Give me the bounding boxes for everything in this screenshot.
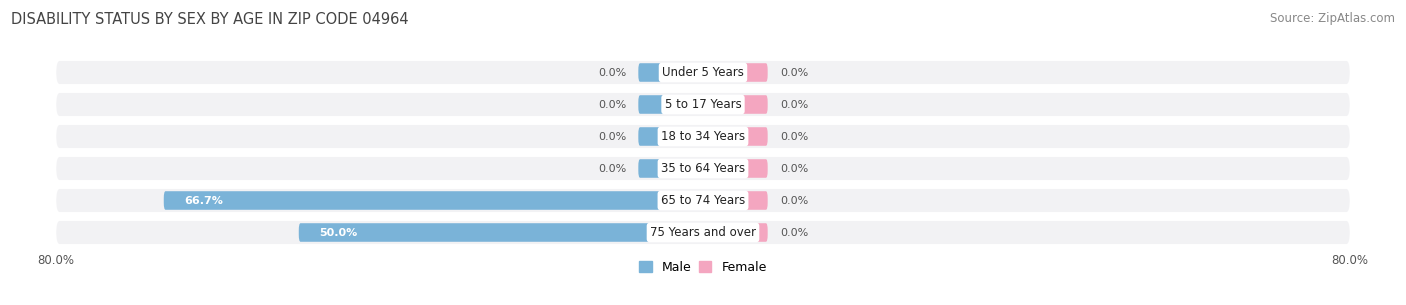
FancyBboxPatch shape — [56, 125, 1350, 148]
Text: 35 to 64 Years: 35 to 64 Years — [661, 162, 745, 175]
Text: 0.0%: 0.0% — [598, 67, 626, 77]
FancyBboxPatch shape — [56, 221, 1350, 244]
FancyBboxPatch shape — [638, 159, 703, 178]
FancyBboxPatch shape — [56, 93, 1350, 116]
Text: 0.0%: 0.0% — [780, 99, 808, 109]
Text: 5 to 17 Years: 5 to 17 Years — [665, 98, 741, 111]
FancyBboxPatch shape — [56, 157, 1350, 180]
FancyBboxPatch shape — [703, 63, 768, 82]
FancyBboxPatch shape — [638, 127, 703, 146]
Text: 0.0%: 0.0% — [598, 131, 626, 142]
Text: 50.0%: 50.0% — [319, 228, 357, 238]
Text: 0.0%: 0.0% — [780, 131, 808, 142]
Text: 0.0%: 0.0% — [780, 196, 808, 206]
Legend: Male, Female: Male, Female — [634, 256, 772, 279]
Text: 18 to 34 Years: 18 to 34 Years — [661, 130, 745, 143]
Text: 65 to 74 Years: 65 to 74 Years — [661, 194, 745, 207]
Text: 0.0%: 0.0% — [598, 99, 626, 109]
Text: 0.0%: 0.0% — [780, 67, 808, 77]
FancyBboxPatch shape — [163, 191, 703, 210]
FancyBboxPatch shape — [56, 61, 1350, 84]
FancyBboxPatch shape — [703, 95, 768, 114]
Text: 0.0%: 0.0% — [780, 228, 808, 238]
Text: Under 5 Years: Under 5 Years — [662, 66, 744, 79]
Text: DISABILITY STATUS BY SEX BY AGE IN ZIP CODE 04964: DISABILITY STATUS BY SEX BY AGE IN ZIP C… — [11, 12, 409, 27]
Text: 75 Years and over: 75 Years and over — [650, 226, 756, 239]
FancyBboxPatch shape — [703, 159, 768, 178]
FancyBboxPatch shape — [638, 63, 703, 82]
Text: Source: ZipAtlas.com: Source: ZipAtlas.com — [1270, 12, 1395, 25]
FancyBboxPatch shape — [638, 95, 703, 114]
FancyBboxPatch shape — [298, 223, 703, 242]
FancyBboxPatch shape — [703, 191, 768, 210]
Text: 0.0%: 0.0% — [780, 163, 808, 174]
FancyBboxPatch shape — [703, 127, 768, 146]
FancyBboxPatch shape — [56, 189, 1350, 212]
Text: 66.7%: 66.7% — [184, 196, 222, 206]
Text: 0.0%: 0.0% — [598, 163, 626, 174]
FancyBboxPatch shape — [703, 223, 768, 242]
